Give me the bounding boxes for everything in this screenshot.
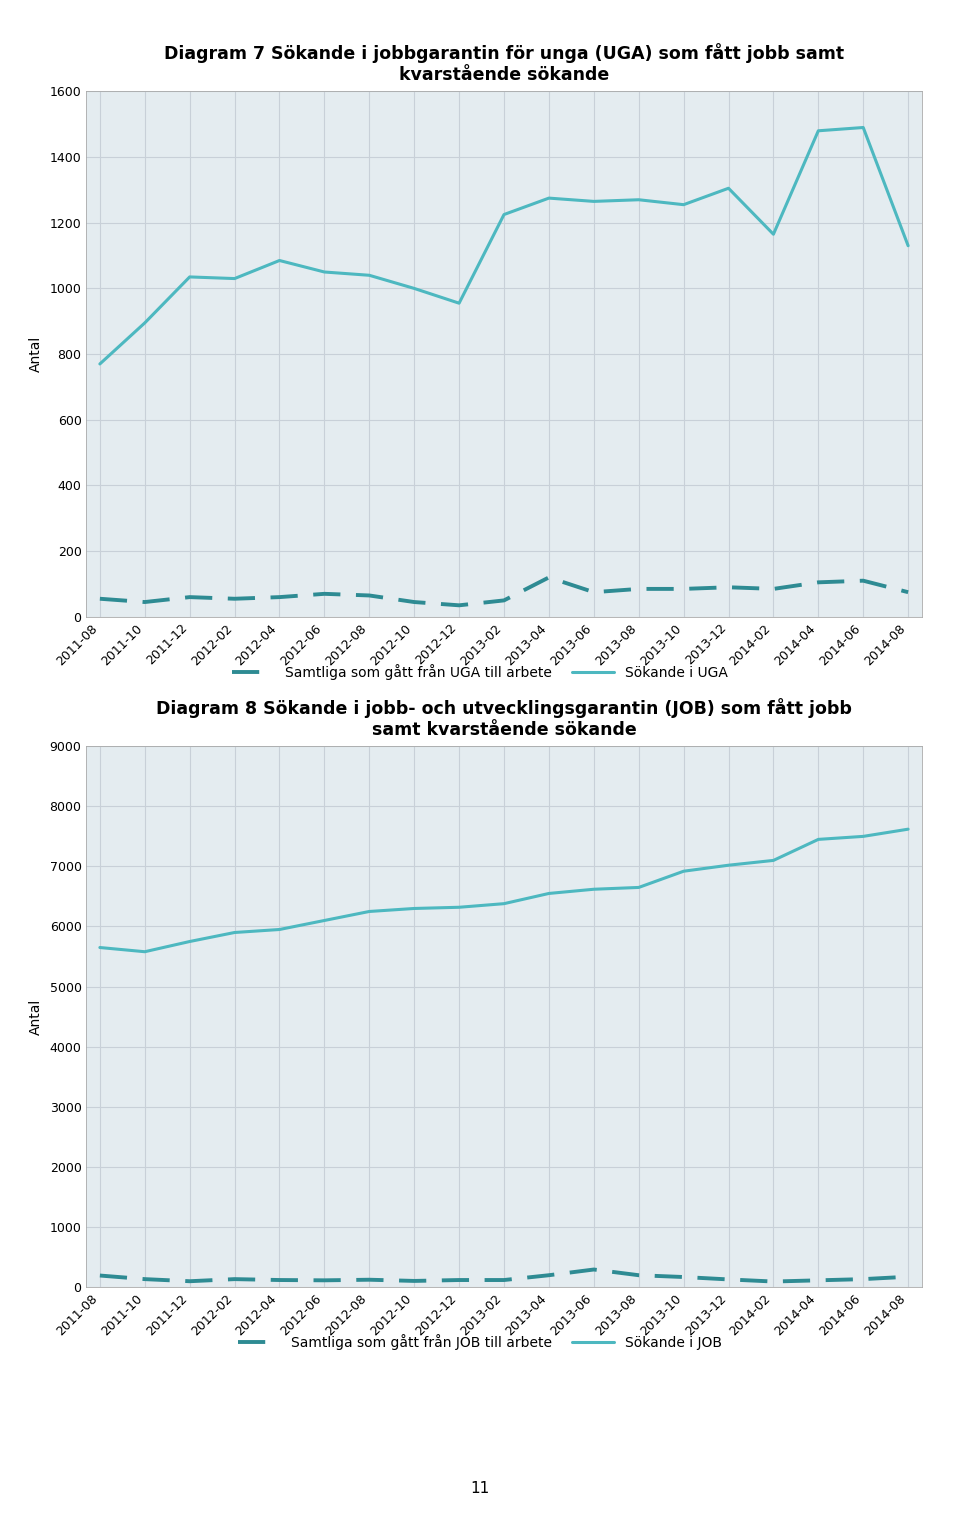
Title: Diagram 7 Sökande i jobbgarantin för unga (UGA) som fått jobb samt
kvarstående s: Diagram 7 Sökande i jobbgarantin för ung… xyxy=(164,44,844,84)
Title: Diagram 8 Sökande i jobb- och utvecklingsgarantin (JOB) som fått jobb
samt kvars: Diagram 8 Sökande i jobb- och utveckling… xyxy=(156,699,852,739)
Legend: Samtliga som gått från JOB till arbete, Sökande i JOB: Samtliga som gått från JOB till arbete, … xyxy=(232,1330,728,1355)
Y-axis label: Antal: Antal xyxy=(29,999,42,1034)
Legend: Samtliga som gått från UGA till arbete, Sökande i UGA: Samtliga som gått från UGA till arbete, … xyxy=(227,659,733,685)
Y-axis label: Antal: Antal xyxy=(29,337,42,372)
Text: 11: 11 xyxy=(470,1480,490,1496)
